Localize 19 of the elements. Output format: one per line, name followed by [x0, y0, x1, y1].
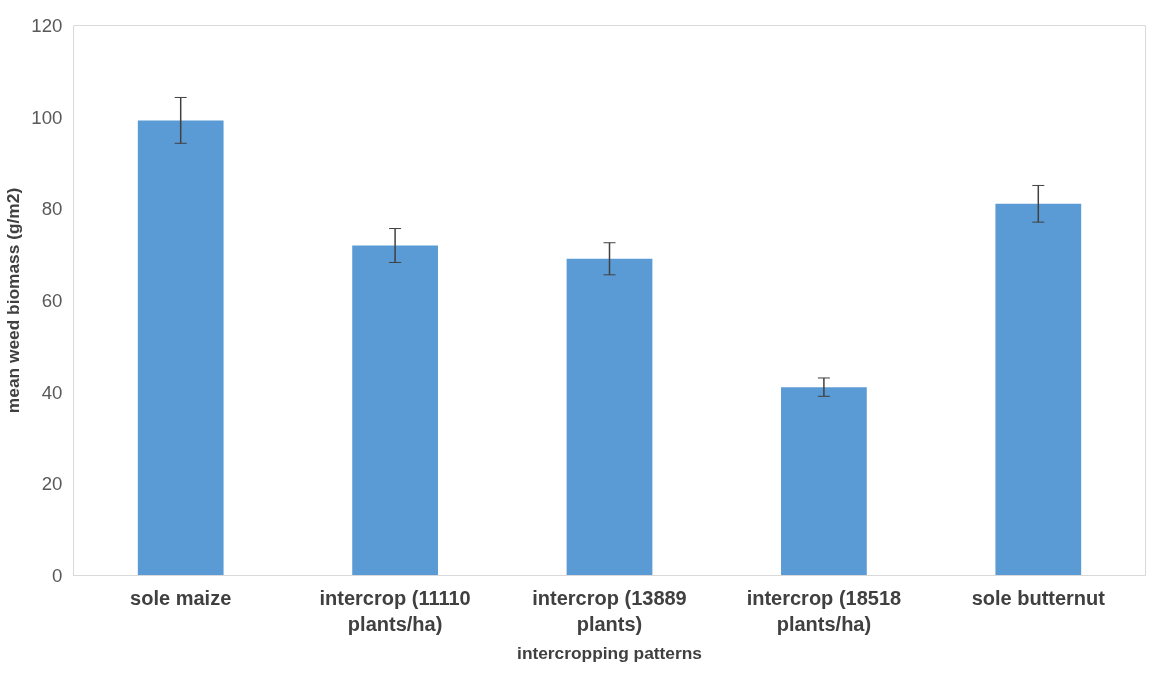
x-tick-label: sole maize: [130, 586, 232, 609]
bar: [781, 387, 867, 576]
y-tick-label: 60: [41, 290, 63, 311]
y-tick-label: 20: [41, 473, 63, 495]
bar: [352, 245, 438, 576]
bar: [566, 258, 653, 576]
x-tick-label: sole butternut: [971, 586, 1106, 609]
bar: [137, 120, 224, 576]
x-tick-label: intercrop (13889 plants): [532, 586, 687, 635]
y-tick-label: 80: [41, 198, 63, 220]
y-tick-label: 120: [31, 15, 63, 36]
bar: [995, 203, 1082, 576]
y-tick-label: 100: [31, 106, 63, 128]
x-tick-label: intercrop (11110 plants/ha): [319, 586, 471, 635]
y-tick-label: 0: [52, 565, 63, 586]
x-axis-title: intercropping patterns: [517, 642, 702, 663]
y-tick-label: 40: [41, 381, 63, 403]
x-tick-label: intercrop (18518 plants/ha): [746, 586, 902, 635]
y-axis-title: mean weed biomass (g/m2): [3, 187, 24, 414]
